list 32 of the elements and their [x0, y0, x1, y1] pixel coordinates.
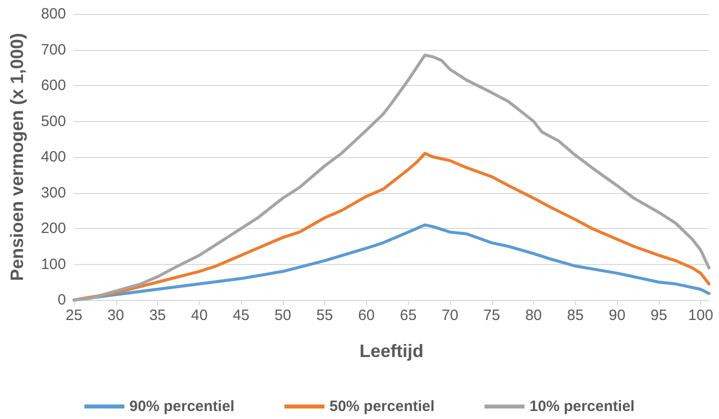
x-tick-label: 80: [525, 307, 542, 324]
x-tick-label: 55: [316, 307, 333, 324]
x-tick-label: 35: [149, 307, 166, 324]
y-tick-label: 100: [40, 256, 66, 273]
x-tick-label: 60: [358, 307, 375, 324]
x-tick-label: 40: [190, 307, 208, 324]
x-tick-label: 95: [650, 307, 668, 324]
x-tick-label: 70: [442, 307, 458, 324]
y-tick-label: 200: [40, 220, 66, 237]
x-tick-label: 90: [608, 307, 626, 324]
x-tick-label: 65: [400, 307, 417, 324]
y-tick-label: 600: [40, 77, 66, 94]
line-series: [72, 54, 710, 302]
x-tick-label: 100: [688, 307, 714, 324]
x-tick-label: 45: [232, 307, 250, 324]
x-tick-label: 30: [107, 307, 124, 324]
legend-label: 10% percentiel: [530, 398, 635, 415]
x-tick-label: 85: [566, 307, 584, 324]
y-tick-label: 500: [40, 112, 66, 130]
x-tick-label: 75: [483, 307, 500, 324]
x-tick-label: 50: [274, 307, 292, 324]
y-tick-label: 300: [40, 184, 66, 202]
legend-label: 50% percentiel: [329, 398, 435, 415]
legend-label: 90% percentiel: [129, 398, 234, 415]
y-tick-label: 800: [40, 6, 66, 22]
y-tick-label: 700: [40, 41, 66, 58]
y-tick-label: 400: [40, 148, 66, 166]
y-axis-title: Pensioen vermogen (x 1,000): [7, 32, 27, 282]
x-tick-label: 25: [66, 307, 82, 324]
x-axis-title: Leeftijd: [359, 341, 424, 361]
line-series: [72, 152, 710, 302]
y-tick-label: 0: [58, 292, 66, 308]
